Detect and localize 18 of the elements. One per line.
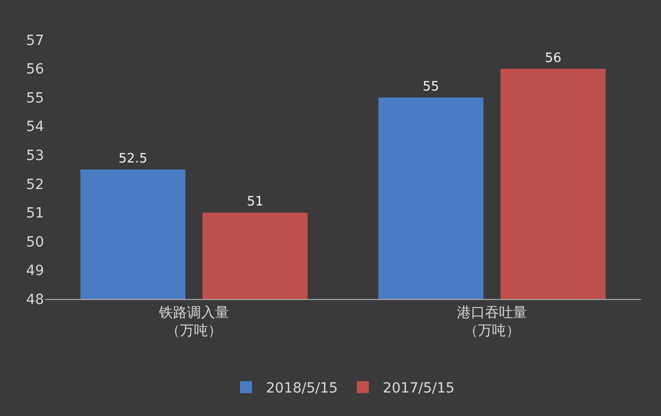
y-tick-label: 50 [26,234,44,250]
y-tick-label: 55 [26,90,44,106]
data-label: 55 [422,80,440,95]
y-tick-label: 57 [26,32,44,49]
y-tick-label: 52 [26,176,44,193]
y-tick-label: 51 [26,206,44,222]
y-tick-label: 53 [26,148,44,164]
x-tick-label: 铁路调入量（万吨） [158,304,229,339]
data-label: 56 [544,50,562,66]
x-tick-label: 港口吞吐量（万吨） [457,304,527,339]
legend-label: 2017/5/15 [382,380,455,397]
y-tick-label: 56 [26,62,44,78]
y-tick-label: 49 [26,263,44,280]
y-tick-label: 48 [26,292,44,308]
data-label: 52.5 [118,152,148,166]
legend-label: 2018/5/15 [266,380,338,397]
y-tick-label: 54 [26,119,44,136]
data-label: 51 [246,194,264,210]
